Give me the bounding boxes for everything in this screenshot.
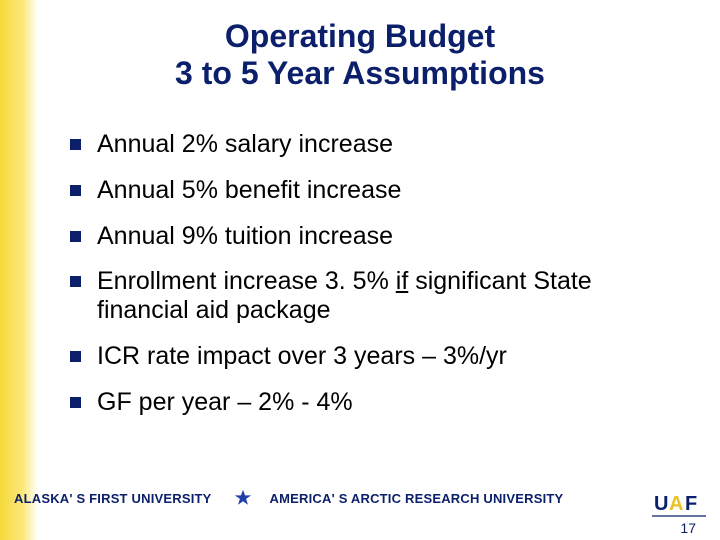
footer-left-text: ALASKA' S FIRST UNIVERSITY [14, 491, 212, 506]
footer: ALASKA' S FIRST UNIVERSITY AMERICA' S AR… [0, 484, 720, 512]
svg-text:A: A [669, 493, 683, 515]
page-number: 17 [680, 520, 696, 536]
title-line-2: 3 to 5 Year Assumptions [175, 55, 545, 91]
bullet-item: Enrollment increase 3. 5% if significant… [70, 267, 680, 325]
square-bullet-icon [70, 185, 81, 196]
bullet-list: Annual 2% salary increase Annual 5% benef… [70, 130, 680, 433]
svg-text:U: U [654, 493, 668, 515]
bullet-text-underlined: if [396, 267, 409, 295]
svg-text:F: F [685, 493, 697, 515]
bullet-text: Enrollment increase 3. 5% if significant… [97, 267, 680, 325]
square-bullet-icon [70, 231, 81, 242]
bullet-text: GF per year – 2% - 4% [97, 388, 680, 417]
star-icon [234, 489, 252, 507]
footer-right-text: AMERICA' S ARCTIC RESEARCH UNIVERSITY [270, 491, 564, 506]
square-bullet-icon [70, 139, 81, 150]
bullet-item: Annual 5% benefit increase [70, 176, 680, 205]
slide: Operating Budget 3 to 5 Year Assumptions… [0, 0, 720, 540]
square-bullet-icon [70, 351, 81, 362]
bullet-item: Annual 9% tuition increase [70, 222, 680, 251]
slide-title: Operating Budget 3 to 5 Year Assumptions [0, 18, 720, 92]
bullet-text-pre: Enrollment increase 3. 5% [97, 267, 396, 295]
uaf-logo: UAF [652, 486, 706, 520]
bullet-text: Annual 2% salary increase [97, 130, 680, 159]
square-bullet-icon [70, 276, 81, 287]
square-bullet-icon [70, 397, 81, 408]
bullet-item: Annual 2% salary increase [70, 130, 680, 159]
bullet-text: Annual 5% benefit increase [97, 176, 680, 205]
bullet-item: GF per year – 2% - 4% [70, 388, 680, 417]
title-line-1: Operating Budget [225, 18, 495, 54]
bullet-text: Annual 9% tuition increase [97, 222, 680, 251]
bullet-item: ICR rate impact over 3 years – 3%/yr [70, 342, 680, 371]
bullet-text: ICR rate impact over 3 years – 3%/yr [97, 342, 680, 371]
